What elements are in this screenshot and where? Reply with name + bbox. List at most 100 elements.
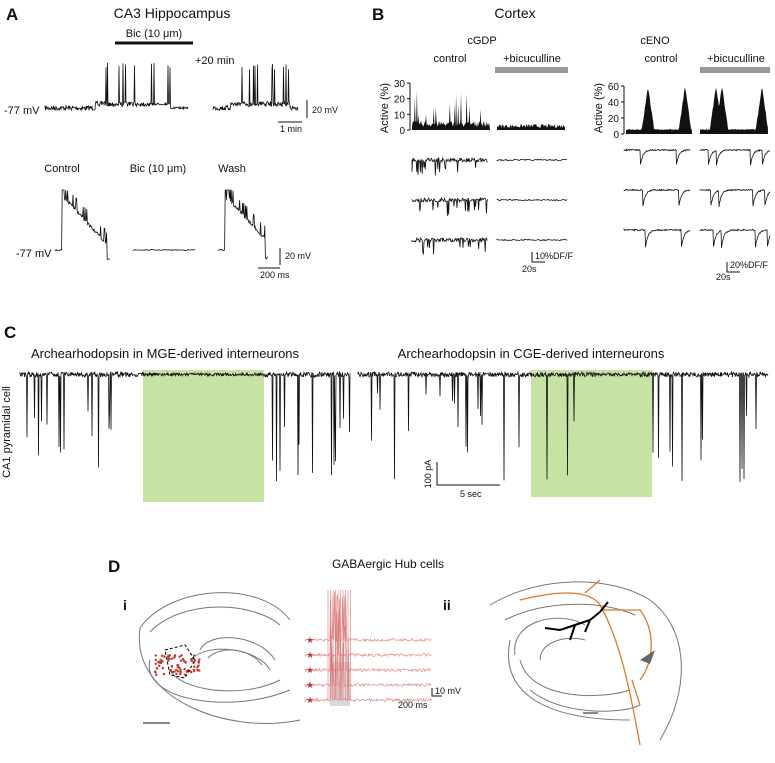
trace bbox=[699, 228, 771, 248]
condition-label: Control bbox=[44, 163, 79, 175]
stim-marker: ★ bbox=[306, 635, 314, 645]
cell-marker bbox=[198, 669, 201, 672]
condition-label: control bbox=[644, 53, 677, 65]
neuron-axon bbox=[519, 579, 652, 746]
cell-marker bbox=[184, 660, 187, 664]
trace bbox=[54, 189, 110, 260]
trace bbox=[44, 62, 189, 112]
panel-label: D bbox=[108, 557, 120, 576]
cell-marker bbox=[173, 656, 176, 659]
cell-marker bbox=[168, 653, 171, 657]
trace bbox=[623, 228, 691, 248]
cell-marker bbox=[183, 673, 187, 676]
panel-title: GABAergic Hub cells bbox=[332, 557, 444, 571]
scale-label: 5 sec bbox=[460, 489, 482, 499]
holding-label: -77 mV bbox=[4, 105, 40, 117]
activity-area bbox=[626, 87, 692, 134]
cell-marker bbox=[180, 654, 183, 657]
scale-label: 10 mV bbox=[435, 686, 461, 696]
scale-bar bbox=[278, 100, 308, 123]
cell-marker bbox=[189, 670, 192, 673]
scale-label: 20s bbox=[716, 272, 731, 282]
cell-marker bbox=[161, 666, 165, 670]
cell-marker bbox=[163, 655, 166, 658]
tick-label: 30 bbox=[394, 79, 406, 90]
panel-label: B bbox=[372, 5, 384, 24]
condition-label: Bic (10 μm) bbox=[130, 163, 186, 175]
subtitle: cGDP bbox=[467, 35, 496, 47]
cell-marker bbox=[161, 660, 164, 663]
cell-marker bbox=[192, 668, 196, 672]
trace-title: Archearhodopsin in MGE-derived interneur… bbox=[31, 346, 300, 361]
trace-title: Archearhodopsin in CGE-derived interneur… bbox=[398, 346, 665, 361]
trace bbox=[19, 370, 351, 482]
condition-label: +bicuculline bbox=[707, 53, 765, 65]
scale-bar bbox=[436, 462, 500, 486]
arrow bbox=[640, 650, 655, 664]
tick-label: 0 bbox=[613, 130, 619, 141]
scale-label: 100 pA bbox=[423, 460, 433, 489]
trace bbox=[496, 198, 568, 202]
light-period bbox=[143, 370, 264, 502]
activity-area bbox=[412, 90, 490, 130]
scale-label: 20 mV bbox=[312, 105, 338, 115]
cell-marker bbox=[183, 667, 186, 671]
cell-marker bbox=[170, 657, 174, 660]
cell-outline bbox=[164, 644, 196, 679]
scale-label: 10%DF/F bbox=[535, 251, 574, 261]
scale-bar bbox=[726, 262, 740, 273]
tick-label: 20 bbox=[608, 114, 620, 125]
panel-title: Cortex bbox=[494, 5, 535, 21]
condition-label: control bbox=[433, 53, 466, 65]
sub-label: i bbox=[123, 597, 127, 613]
subtitle: cENO bbox=[640, 35, 670, 47]
cell-marker bbox=[155, 673, 158, 677]
cell-marker bbox=[155, 667, 159, 670]
cell-marker bbox=[170, 665, 174, 668]
cell-marker bbox=[175, 668, 178, 672]
scale-label: 20%DF/F bbox=[730, 260, 769, 270]
scale-label: 20s bbox=[522, 264, 537, 274]
trace bbox=[699, 148, 771, 166]
trace bbox=[699, 188, 771, 208]
trace bbox=[304, 635, 432, 688]
cell-marker bbox=[160, 654, 164, 657]
holding-label: -77 mV bbox=[16, 248, 52, 260]
tick-label: 60 bbox=[608, 82, 620, 93]
tick-label: 0 bbox=[399, 126, 405, 137]
cell-marker bbox=[173, 670, 176, 673]
time-note: +20 min bbox=[195, 55, 234, 67]
cell-marker bbox=[178, 666, 181, 669]
scale-bar bbox=[258, 248, 281, 269]
cell-marker bbox=[175, 672, 178, 676]
stim-marker: ★ bbox=[306, 650, 314, 660]
trace bbox=[411, 196, 488, 216]
cell-marker bbox=[193, 665, 196, 668]
sub-label: ii bbox=[443, 597, 451, 613]
hippocampus-outline bbox=[138, 592, 301, 724]
condition-label: +bicuculline bbox=[503, 53, 561, 65]
scale-bar bbox=[531, 252, 545, 263]
cell-marker bbox=[173, 654, 177, 657]
panel-label: A bbox=[6, 5, 18, 24]
hippocampus-outline bbox=[489, 581, 682, 741]
cell-marker bbox=[158, 660, 161, 664]
cell-marker bbox=[193, 659, 197, 662]
trace bbox=[304, 610, 432, 658]
trace bbox=[304, 651, 432, 703]
cell-marker bbox=[154, 658, 157, 662]
cell-marker bbox=[179, 659, 183, 662]
trace bbox=[623, 148, 691, 165]
cell-marker bbox=[192, 654, 196, 657]
cell-marker bbox=[179, 670, 182, 673]
drug-label: Bic (10 μm) bbox=[126, 28, 182, 40]
activity-area bbox=[497, 124, 565, 130]
trace bbox=[411, 236, 488, 255]
panel-label: C bbox=[4, 323, 16, 342]
cell-marker bbox=[159, 658, 162, 662]
stim-marker: ★ bbox=[306, 695, 314, 705]
cell-marker bbox=[167, 659, 170, 662]
trace bbox=[212, 64, 299, 112]
scale-label: 200 ms bbox=[398, 700, 428, 710]
